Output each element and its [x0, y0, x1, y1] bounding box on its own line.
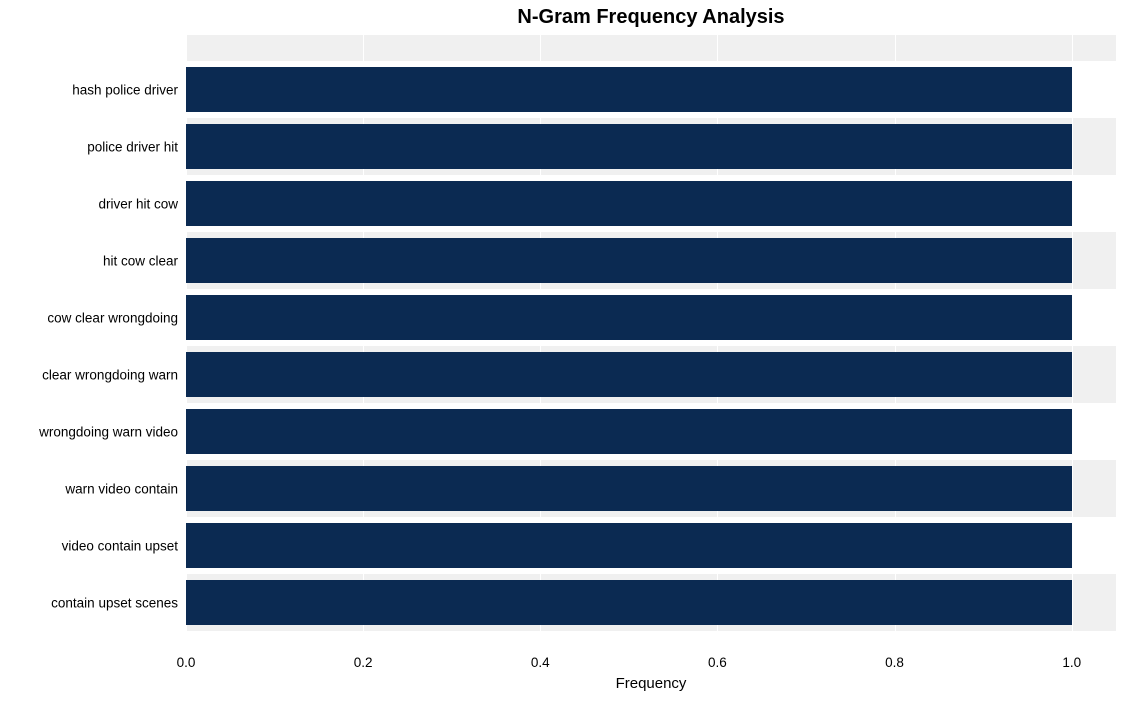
y-tick-label: cow clear wrongdoing [2, 310, 178, 325]
y-tick-label: police driver hit [2, 139, 178, 154]
bar [186, 67, 1072, 112]
y-tick-label: clear wrongdoing warn [2, 367, 178, 382]
bar [186, 124, 1072, 169]
row-band [186, 631, 1116, 645]
x-tick-label: 0.0 [177, 655, 196, 670]
bar [186, 181, 1072, 226]
gridline [1072, 35, 1073, 645]
y-tick-label: driver hit cow [2, 196, 178, 211]
bar [186, 295, 1072, 340]
bar [186, 409, 1072, 454]
bar [186, 466, 1072, 511]
row-band [186, 35, 1116, 61]
y-tick-label: contain upset scenes [2, 595, 178, 610]
y-tick-label: wrongdoing warn video [2, 424, 178, 439]
bar [186, 352, 1072, 397]
x-tick-label: 0.8 [885, 655, 904, 670]
bar [186, 523, 1072, 568]
x-tick-label: 1.0 [1062, 655, 1081, 670]
x-tick-label: 0.6 [708, 655, 727, 670]
bar [186, 580, 1072, 625]
x-tick-label: 0.4 [531, 655, 550, 670]
ngram-frequency-chart: N-Gram Frequency Analysis Frequency hash… [0, 0, 1126, 701]
y-tick-label: video contain upset [2, 538, 178, 553]
y-tick-label: hash police driver [2, 82, 178, 97]
bar [186, 238, 1072, 283]
plot-area [186, 35, 1116, 645]
x-tick-label: 0.2 [354, 655, 373, 670]
x-axis-label: Frequency [186, 675, 1116, 692]
y-tick-label: hit cow clear [2, 253, 178, 268]
y-tick-label: warn video contain [2, 481, 178, 496]
chart-title: N-Gram Frequency Analysis [186, 6, 1116, 29]
